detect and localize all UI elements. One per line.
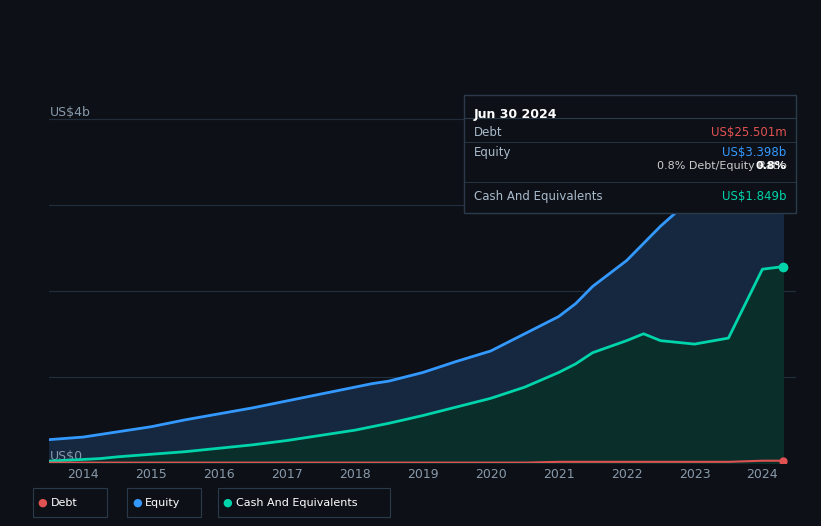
Text: Equity: Equity [145, 498, 181, 508]
Text: ●: ● [222, 498, 232, 508]
Text: ●: ● [38, 498, 48, 508]
Text: US$1.849b: US$1.849b [722, 190, 787, 203]
Text: US$0: US$0 [50, 450, 83, 463]
Text: Cash And Equivalents: Cash And Equivalents [474, 190, 603, 203]
Text: 0.8%: 0.8% [756, 160, 787, 171]
Text: Cash And Equivalents: Cash And Equivalents [236, 498, 357, 508]
Text: Equity: Equity [474, 146, 511, 159]
Text: US$25.501m: US$25.501m [711, 126, 787, 139]
Text: US$3.398b: US$3.398b [722, 146, 787, 159]
Text: ●: ● [132, 498, 142, 508]
Text: Debt: Debt [51, 498, 78, 508]
Text: Jun 30 2024: Jun 30 2024 [474, 108, 557, 122]
Text: Debt: Debt [474, 126, 502, 139]
Text: 0.8% Debt/Equity Ratio: 0.8% Debt/Equity Ratio [657, 160, 787, 171]
Text: US$4b: US$4b [50, 106, 91, 118]
